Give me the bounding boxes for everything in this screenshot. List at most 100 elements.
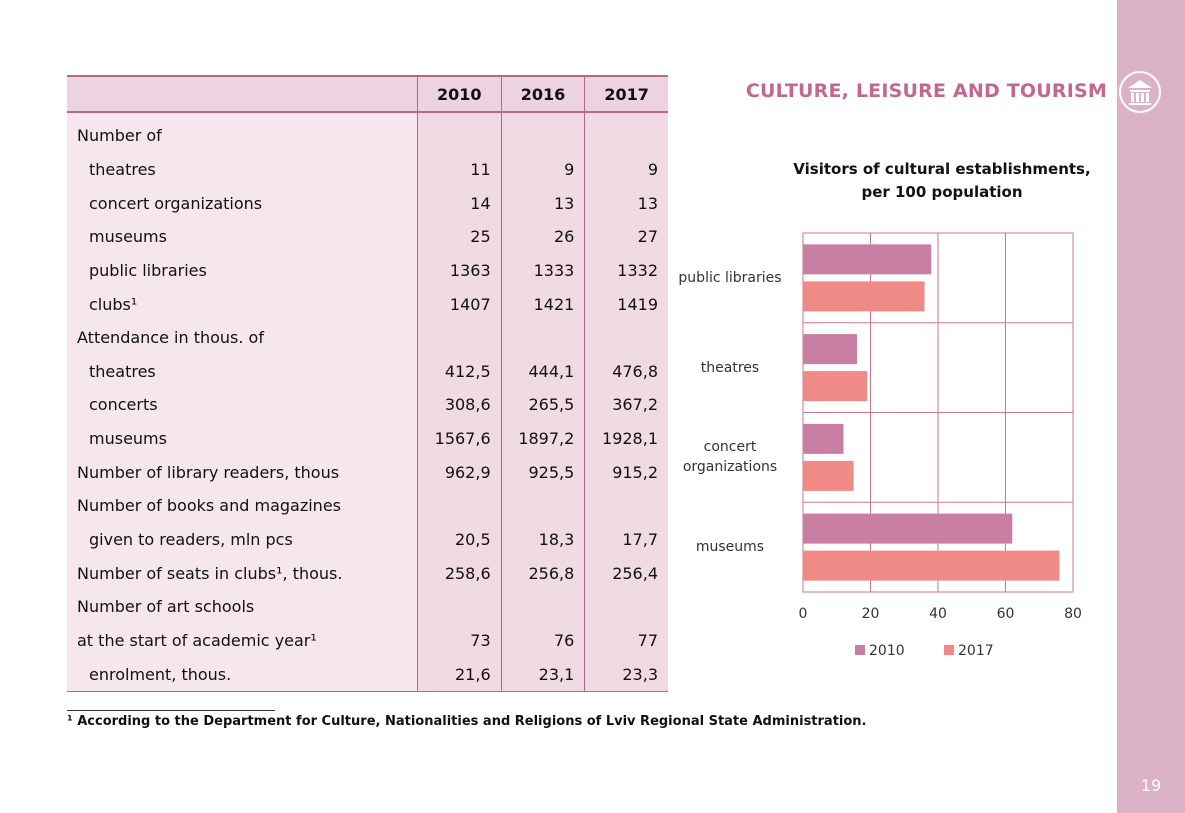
category-labels: public libraries theatres concert organiza… <box>668 0 790 813</box>
cell <box>500 112 586 153</box>
cell: 1363 <box>416 253 502 288</box>
row-label: public libraries <box>67 253 418 288</box>
row-label: Number of <box>67 112 418 153</box>
row-label: clubs¹ <box>67 287 418 321</box>
table-row: Number of books and magazines <box>67 489 668 523</box>
cell: 1407 <box>416 287 502 321</box>
cell: 258,6 <box>416 556 502 590</box>
cell: 11 <box>416 152 502 187</box>
footnote-rule <box>67 710 275 711</box>
chart-title: Visitors of cultural establishments, <box>793 160 1090 178</box>
table-row: public libraries 1363 1333 1332 <box>67 253 668 288</box>
header-cell: 2010 <box>416 75 502 113</box>
cell: 915,2 <box>584 455 668 490</box>
row-label: concerts <box>67 388 418 422</box>
cell <box>416 320 502 355</box>
row-label: Number of library readers, thous <box>67 455 418 490</box>
table-row: concert organizations 14 13 13 <box>67 186 668 220</box>
row-label: Number of books and magazines <box>67 489 418 523</box>
table: 2010 2016 2017 Number of theatres 11 9 9 concer… <box>67 75 668 692</box>
cell <box>416 112 502 153</box>
cell: 1421 <box>500 287 586 321</box>
cell: 73 <box>416 623 502 658</box>
cell <box>584 489 668 523</box>
row-label: museums <box>67 421 418 456</box>
table-row: Number of seats in clubs¹, thous. 258,6 25… <box>67 556 668 590</box>
bar <box>803 244 932 275</box>
cell: 21,6 <box>416 657 502 692</box>
bar <box>803 371 868 402</box>
cell <box>416 489 502 523</box>
table-row: concerts 308,6 265,5 367,2 <box>67 388 668 422</box>
cell: 77 <box>584 623 668 658</box>
cell <box>584 320 668 355</box>
cell <box>584 112 668 153</box>
sidebar: 19 <box>1117 0 1185 813</box>
cell: 18,3 <box>500 522 586 557</box>
cell: 1333 <box>500 253 586 288</box>
row-label: theatres <box>67 152 418 187</box>
cell: 308,6 <box>416 388 502 422</box>
x-tick-label: 40 <box>929 606 947 622</box>
legend-swatch <box>944 645 954 655</box>
legend-label: 2017 <box>958 643 994 659</box>
cell: 1928,1 <box>584 421 668 456</box>
bar <box>803 334 857 365</box>
x-tick-label: 20 <box>862 606 880 622</box>
section-title: CULTURE, LEISURE AND TOURISM <box>745 80 1107 102</box>
table-row: clubs¹ 1407 1421 1419 <box>67 287 668 321</box>
cell: 23,1 <box>500 657 586 692</box>
bar <box>803 281 925 312</box>
header-cell: 2016 <box>500 75 586 113</box>
cell <box>500 489 586 523</box>
cell: 9 <box>584 152 668 187</box>
row-label: enrolment, thous. <box>67 657 418 692</box>
chart-title: per 100 population <box>861 183 1022 201</box>
bar <box>803 460 854 491</box>
cell: 1567,6 <box>416 421 502 456</box>
category-label: theatres <box>700 359 760 376</box>
cell: 925,5 <box>500 455 586 490</box>
cell: 1419 <box>584 287 668 321</box>
bar <box>803 513 1013 544</box>
table-row: Attendance in thous. of <box>67 320 668 355</box>
table-row: Number of <box>67 112 668 153</box>
table-row: museums 1567,6 1897,2 1928,1 <box>67 421 668 456</box>
cell: 20,5 <box>416 522 502 557</box>
footnote: ¹ According to the Department for Cultur… <box>67 714 867 729</box>
legend-swatch <box>855 645 865 655</box>
icon <box>1119 71 1161 113</box>
cell: 27 <box>584 219 668 254</box>
category-label: public libraries <box>678 269 782 286</box>
cell: 14 <box>416 186 502 220</box>
table-row: enrolment, thous. 21,6 23,1 23,3 <box>67 657 668 692</box>
x-tick-label: 60 <box>997 606 1015 622</box>
cell <box>500 589 586 624</box>
bar <box>803 550 1060 581</box>
cell <box>416 589 502 624</box>
table-row: theatres 11 9 9 <box>67 152 668 187</box>
cell: 265,5 <box>500 388 586 422</box>
row-label: Number of art schools <box>67 589 418 624</box>
page-number: 19 <box>1140 776 1162 795</box>
row-label: concert organizations <box>67 186 418 220</box>
x-tick-label: 80 <box>1064 606 1082 622</box>
row-label: at the start of academic year¹ <box>67 623 418 658</box>
table-row: museums 25 26 27 <box>67 219 668 254</box>
row-label: Attendance in thous. of <box>67 320 418 355</box>
cell <box>500 320 586 355</box>
cell: 26 <box>500 219 586 254</box>
legend-label: 2010 <box>869 643 905 659</box>
cell: 13 <box>584 186 668 220</box>
table-row: theatres 412,5 444,1 476,8 <box>67 354 668 389</box>
x-tick-label: 0 <box>799 606 808 622</box>
cell: 9 <box>500 152 586 187</box>
cell: 76 <box>500 623 586 658</box>
row-label: theatres <box>67 354 418 389</box>
cell: 444,1 <box>500 354 586 389</box>
category-label: concert organizations <box>682 439 778 476</box>
header-cell <box>67 75 418 113</box>
cell: 13 <box>500 186 586 220</box>
table-row: Number of art schools <box>67 589 668 624</box>
